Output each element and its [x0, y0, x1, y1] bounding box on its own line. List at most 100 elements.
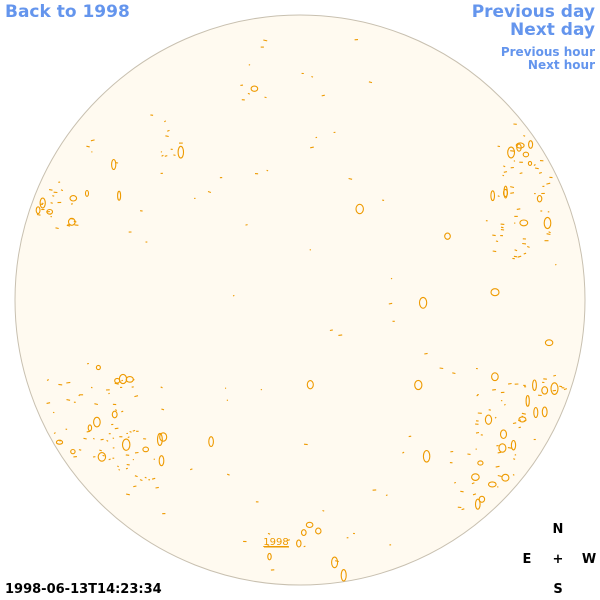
contour-loop — [296, 539, 302, 548]
contour-segment — [132, 379, 135, 381]
contour-segment — [266, 169, 269, 172]
contour-segment — [86, 145, 90, 148]
contour-segment — [49, 189, 53, 191]
contour-segment — [563, 388, 568, 391]
contour-segment — [495, 465, 500, 468]
contour-segment — [497, 195, 500, 198]
contour-segment — [548, 231, 551, 234]
contour-segment — [559, 385, 563, 388]
disk-year-link[interactable]: 1998 — [263, 537, 289, 548]
contour-loop — [97, 452, 107, 462]
contour-loop — [70, 448, 76, 455]
contour-segment — [472, 493, 477, 496]
contour-loop — [490, 288, 500, 297]
contour-loop — [118, 373, 128, 385]
contour-loop — [111, 158, 117, 171]
contour-loop — [515, 142, 525, 149]
contour-segment — [521, 412, 526, 415]
contour-segment — [151, 477, 156, 480]
contour-segment — [46, 402, 51, 404]
contour-segment — [139, 479, 143, 482]
contour-loop — [340, 569, 347, 582]
contour-segment — [160, 386, 163, 389]
contour-segment — [132, 429, 136, 432]
contour-segment — [368, 81, 373, 84]
contour-segment — [502, 174, 505, 177]
contour-segment — [58, 383, 63, 386]
contour-segment — [173, 154, 176, 156]
contour-segment — [227, 473, 230, 476]
contour-segment — [73, 220, 77, 223]
contour-loop — [541, 406, 548, 418]
contour-loop — [93, 416, 101, 428]
contour-segment — [461, 508, 465, 511]
contour-loop — [39, 197, 46, 209]
previous-hour-link[interactable]: Previous hour — [500, 45, 595, 59]
contour-segment — [475, 431, 480, 434]
contour-segment — [402, 451, 405, 454]
contour-segment — [512, 422, 517, 425]
contour-segment — [60, 189, 64, 192]
disk-year-label[interactable]: 1998 — [263, 537, 288, 548]
contour-segment — [114, 382, 119, 385]
contour-segment — [516, 208, 521, 210]
contour-segment — [160, 151, 163, 153]
next-day-link[interactable]: Next day — [510, 20, 595, 40]
contour-segment — [46, 379, 49, 381]
contour-loop — [532, 379, 537, 391]
contour-segment — [554, 263, 557, 266]
contour-segment — [166, 129, 170, 132]
back-to-year-link[interactable]: Back to 1998 — [5, 2, 130, 22]
contour-segment — [260, 388, 263, 391]
magnetic-contours — [35, 39, 568, 582]
contour-segment — [510, 150, 515, 152]
contour-loop — [499, 429, 508, 440]
contour-segment — [66, 224, 71, 227]
contour-segment — [267, 532, 271, 535]
contour-segment — [546, 233, 551, 236]
contour-loop — [518, 416, 527, 423]
contour-loop — [544, 339, 554, 347]
contour-loop — [414, 379, 423, 391]
contour-segment — [190, 468, 193, 471]
next-hour-link[interactable]: Next hour — [527, 58, 595, 72]
contour-segment — [315, 136, 318, 139]
contour-segment — [503, 188, 508, 191]
contour-segment — [52, 411, 55, 414]
contour-loop — [87, 424, 93, 432]
contour-segment — [161, 154, 164, 157]
contour-segment — [52, 195, 55, 197]
contour-segment — [134, 475, 138, 478]
contour-loop — [510, 439, 517, 451]
contour-segment — [513, 255, 518, 258]
contour-loop — [519, 219, 529, 227]
contour-loop — [158, 455, 165, 467]
contour-segment — [523, 252, 527, 255]
contour-segment — [503, 165, 506, 168]
contour-segment — [99, 449, 102, 452]
contour-loop — [527, 160, 533, 166]
contour-segment — [90, 139, 95, 142]
contour-segment — [538, 171, 542, 174]
contour-loop — [306, 380, 314, 390]
contour-segment — [133, 485, 137, 488]
contour-loop — [487, 481, 497, 488]
contour-segment — [496, 486, 499, 488]
contour-segment — [118, 468, 121, 471]
contour-segment — [497, 474, 502, 478]
contour-loop — [35, 206, 41, 215]
contour-loop — [525, 394, 530, 407]
contour-loop — [117, 190, 122, 201]
contour-segment — [117, 465, 119, 468]
contour-segment — [245, 224, 248, 226]
contour-loop — [315, 527, 322, 535]
compass-west: W — [581, 552, 597, 567]
contour-loop — [111, 410, 118, 419]
previous-day-link[interactable]: Previous day — [471, 2, 595, 22]
contour-segment — [164, 155, 168, 157]
contour-segment — [50, 202, 53, 204]
contour-loop — [474, 498, 481, 510]
contour-segment — [94, 403, 99, 406]
contour-segment — [78, 394, 80, 397]
contour-segment — [497, 451, 502, 454]
